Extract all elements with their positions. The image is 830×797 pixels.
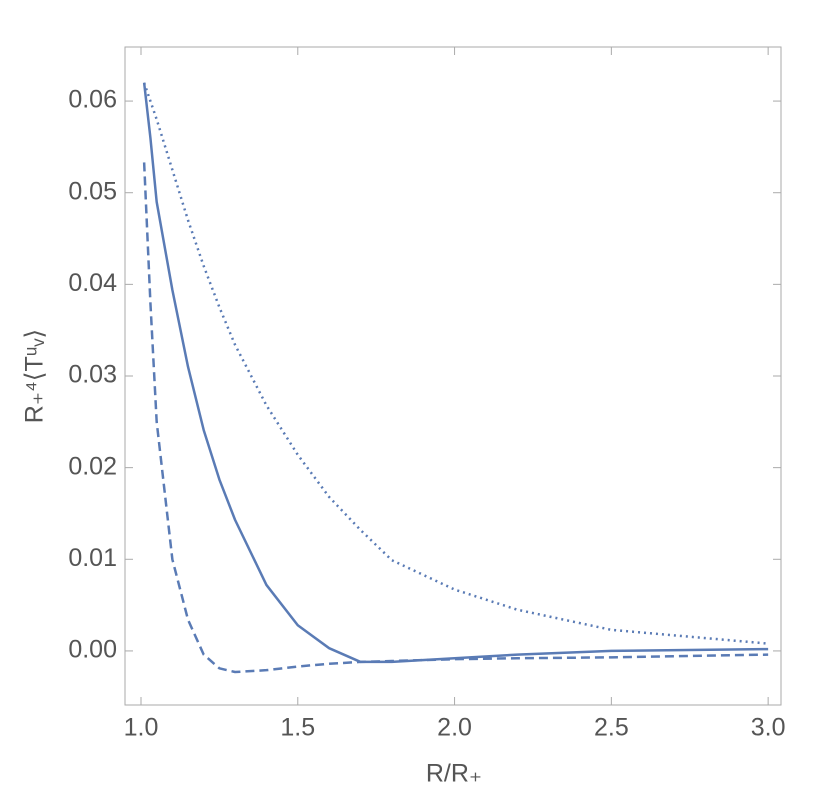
y-tick-label: 0.04: [68, 269, 117, 297]
series-line: [142, 82, 769, 664]
y-tick-label: 0.02: [68, 452, 117, 480]
x-tick-label: 2.0: [437, 714, 472, 742]
x-tick-label: 1.5: [280, 714, 315, 742]
x-tick-label: 2.5: [594, 714, 629, 742]
y-tick-label: 0.06: [68, 86, 117, 114]
x-axis-label: R/R₊: [426, 760, 482, 788]
y-tick-label: 0.01: [68, 544, 117, 572]
plot-frame: [124, 46, 782, 706]
x-tick-label: 1.0: [124, 714, 159, 742]
series-line: [142, 82, 769, 645]
y-tick-label: 0.03: [68, 361, 117, 389]
x-tick-label: 3.0: [751, 714, 786, 742]
series-line: [142, 162, 769, 674]
y-axis-label: R₊⁴⟨Tᵘᵥ⟩: [21, 329, 49, 423]
y-tick-label: 0.05: [68, 177, 117, 205]
y-tick-label: 0.00: [68, 636, 117, 664]
